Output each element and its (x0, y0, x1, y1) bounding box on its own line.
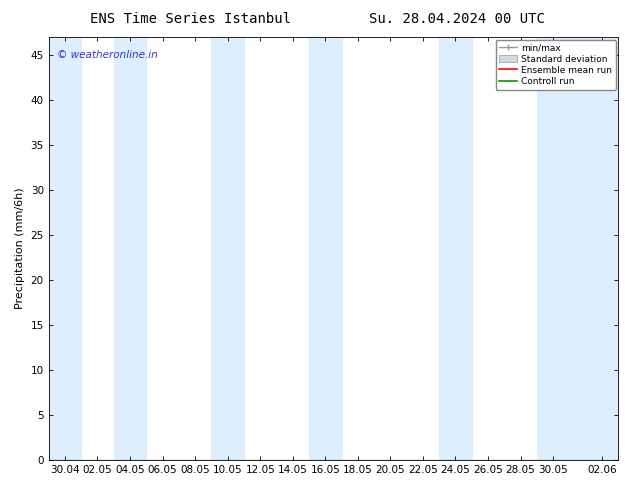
Y-axis label: Precipitation (mm/6h): Precipitation (mm/6h) (15, 188, 25, 309)
Bar (439, 37, 472, 460)
Text: © weatheronline.in: © weatheronline.in (57, 50, 158, 60)
Bar (113, 37, 146, 460)
Text: ENS Time Series Istanbul: ENS Time Series Istanbul (89, 12, 291, 26)
Legend: min/max, Standard deviation, Ensemble mean run, Controll run: min/max, Standard deviation, Ensemble me… (496, 40, 616, 90)
Bar (49, 37, 81, 460)
Bar (309, 37, 342, 460)
Bar (211, 37, 244, 460)
Text: Su. 28.04.2024 00 UTC: Su. 28.04.2024 00 UTC (368, 12, 545, 26)
Bar (537, 37, 618, 460)
